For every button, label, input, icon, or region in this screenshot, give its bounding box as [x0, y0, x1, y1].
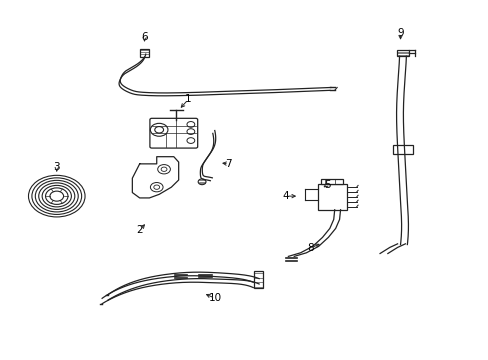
Bar: [321, 179, 343, 184]
Text: 5: 5: [324, 180, 330, 190]
Text: 1: 1: [185, 94, 191, 104]
Bar: [140, 49, 149, 57]
Text: 6: 6: [141, 32, 147, 41]
Text: 7: 7: [225, 159, 232, 169]
Bar: [254, 271, 263, 288]
Text: 8: 8: [306, 243, 313, 253]
Text: 4: 4: [282, 191, 289, 201]
FancyBboxPatch shape: [150, 118, 197, 148]
Text: 3: 3: [53, 162, 60, 172]
Text: 2: 2: [136, 225, 142, 235]
Text: 10: 10: [208, 293, 222, 303]
Bar: [317, 184, 346, 210]
Text: 9: 9: [396, 28, 403, 38]
Bar: [396, 50, 408, 56]
Bar: [392, 145, 412, 154]
